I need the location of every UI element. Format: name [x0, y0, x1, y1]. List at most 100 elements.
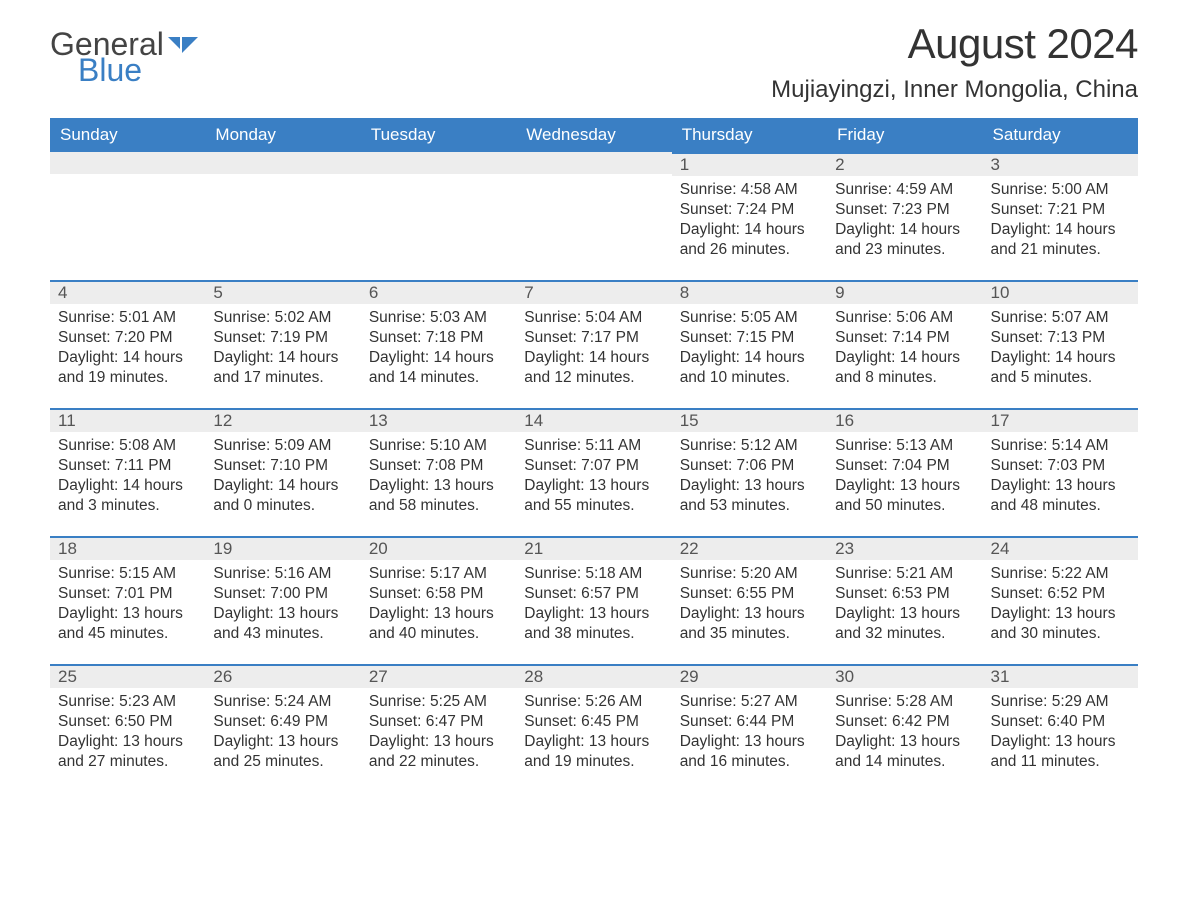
sunrise-line: Sunrise: 5:17 AM — [369, 564, 508, 584]
day-details: Sunrise: 5:03 AMSunset: 7:18 PMDaylight:… — [361, 304, 516, 395]
sunset-line: Sunset: 6:55 PM — [680, 584, 819, 604]
sunset-line: Sunset: 7:21 PM — [991, 200, 1130, 220]
day-number: 30 — [827, 664, 982, 688]
sunset-line: Sunset: 6:42 PM — [835, 712, 974, 732]
daylight-line: Daylight: 13 hours and 58 minutes. — [369, 476, 508, 516]
sunrise-line: Sunrise: 5:04 AM — [524, 308, 663, 328]
day-number: 4 — [50, 280, 205, 304]
logo-flag-icon — [168, 28, 198, 60]
daylight-line: Daylight: 13 hours and 27 minutes. — [58, 732, 197, 772]
day-number-empty — [50, 152, 205, 174]
day-header-row: SundayMondayTuesdayWednesdayThursdayFrid… — [50, 118, 1138, 152]
daylight-line: Daylight: 13 hours and 22 minutes. — [369, 732, 508, 772]
sunrise-line: Sunrise: 5:21 AM — [835, 564, 974, 584]
sunrise-line: Sunrise: 5:06 AM — [835, 308, 974, 328]
sunset-line: Sunset: 6:52 PM — [991, 584, 1130, 604]
day-details: Sunrise: 5:27 AMSunset: 6:44 PMDaylight:… — [672, 688, 827, 779]
day-number: 28 — [516, 664, 671, 688]
day-number: 19 — [205, 536, 360, 560]
calendar-day: 23Sunrise: 5:21 AMSunset: 6:53 PMDayligh… — [827, 536, 982, 664]
daylight-line: Daylight: 14 hours and 21 minutes. — [991, 220, 1130, 260]
day-number: 21 — [516, 536, 671, 560]
daylight-line: Daylight: 13 hours and 35 minutes. — [680, 604, 819, 644]
sunset-line: Sunset: 7:18 PM — [369, 328, 508, 348]
day-details: Sunrise: 5:22 AMSunset: 6:52 PMDaylight:… — [983, 560, 1138, 651]
daylight-line: Daylight: 13 hours and 55 minutes. — [524, 476, 663, 516]
day-header: Monday — [205, 118, 360, 152]
sunrise-line: Sunrise: 5:27 AM — [680, 692, 819, 712]
day-details: Sunrise: 5:07 AMSunset: 7:13 PMDaylight:… — [983, 304, 1138, 395]
day-details: Sunrise: 5:06 AMSunset: 7:14 PMDaylight:… — [827, 304, 982, 395]
day-number: 7 — [516, 280, 671, 304]
sunrise-line: Sunrise: 5:15 AM — [58, 564, 197, 584]
day-number: 23 — [827, 536, 982, 560]
sunset-line: Sunset: 7:23 PM — [835, 200, 974, 220]
day-details: Sunrise: 5:09 AMSunset: 7:10 PMDaylight:… — [205, 432, 360, 523]
calendar-day: 1Sunrise: 4:58 AMSunset: 7:24 PMDaylight… — [672, 152, 827, 280]
day-details: Sunrise: 4:58 AMSunset: 7:24 PMDaylight:… — [672, 176, 827, 267]
calendar-week: 11Sunrise: 5:08 AMSunset: 7:11 PMDayligh… — [50, 408, 1138, 536]
day-number: 15 — [672, 408, 827, 432]
title-block: August 2024 Mujiayingzi, Inner Mongolia,… — [771, 20, 1138, 104]
sunrise-line: Sunrise: 5:00 AM — [991, 180, 1130, 200]
daylight-line: Daylight: 13 hours and 38 minutes. — [524, 604, 663, 644]
calendar-week: 25Sunrise: 5:23 AMSunset: 6:50 PMDayligh… — [50, 664, 1138, 792]
sunrise-line: Sunrise: 5:25 AM — [369, 692, 508, 712]
day-number: 29 — [672, 664, 827, 688]
sunrise-line: Sunrise: 5:07 AM — [991, 308, 1130, 328]
day-header: Saturday — [983, 118, 1138, 152]
location: Mujiayingzi, Inner Mongolia, China — [771, 76, 1138, 104]
daylight-line: Daylight: 14 hours and 14 minutes. — [369, 348, 508, 388]
day-header: Sunday — [50, 118, 205, 152]
calendar-day: 7Sunrise: 5:04 AMSunset: 7:17 PMDaylight… — [516, 280, 671, 408]
day-details: Sunrise: 5:05 AMSunset: 7:15 PMDaylight:… — [672, 304, 827, 395]
daylight-line: Daylight: 14 hours and 17 minutes. — [213, 348, 352, 388]
daylight-line: Daylight: 14 hours and 12 minutes. — [524, 348, 663, 388]
day-number: 13 — [361, 408, 516, 432]
sunrise-line: Sunrise: 5:20 AM — [680, 564, 819, 584]
calendar-day: 14Sunrise: 5:11 AMSunset: 7:07 PMDayligh… — [516, 408, 671, 536]
day-header: Thursday — [672, 118, 827, 152]
day-details: Sunrise: 5:18 AMSunset: 6:57 PMDaylight:… — [516, 560, 671, 651]
calendar-day: 21Sunrise: 5:18 AMSunset: 6:57 PMDayligh… — [516, 536, 671, 664]
day-number-empty — [205, 152, 360, 174]
sunrise-line: Sunrise: 5:13 AM — [835, 436, 974, 456]
day-details: Sunrise: 5:16 AMSunset: 7:00 PMDaylight:… — [205, 560, 360, 651]
sunset-line: Sunset: 7:04 PM — [835, 456, 974, 476]
day-details: Sunrise: 5:12 AMSunset: 7:06 PMDaylight:… — [672, 432, 827, 523]
daylight-line: Daylight: 13 hours and 45 minutes. — [58, 604, 197, 644]
daylight-line: Daylight: 13 hours and 19 minutes. — [524, 732, 663, 772]
day-header: Friday — [827, 118, 982, 152]
calendar-day — [205, 152, 360, 280]
sunset-line: Sunset: 6:57 PM — [524, 584, 663, 604]
day-details: Sunrise: 5:14 AMSunset: 7:03 PMDaylight:… — [983, 432, 1138, 523]
calendar-day: 9Sunrise: 5:06 AMSunset: 7:14 PMDaylight… — [827, 280, 982, 408]
daylight-line: Daylight: 14 hours and 5 minutes. — [991, 348, 1130, 388]
day-details: Sunrise: 5:29 AMSunset: 6:40 PMDaylight:… — [983, 688, 1138, 779]
day-number: 9 — [827, 280, 982, 304]
sunrise-line: Sunrise: 5:28 AM — [835, 692, 974, 712]
day-number: 8 — [672, 280, 827, 304]
calendar-day: 12Sunrise: 5:09 AMSunset: 7:10 PMDayligh… — [205, 408, 360, 536]
calendar-day: 5Sunrise: 5:02 AMSunset: 7:19 PMDaylight… — [205, 280, 360, 408]
sunrise-line: Sunrise: 5:22 AM — [991, 564, 1130, 584]
daylight-line: Daylight: 13 hours and 40 minutes. — [369, 604, 508, 644]
sunset-line: Sunset: 7:20 PM — [58, 328, 197, 348]
sunrise-line: Sunrise: 4:59 AM — [835, 180, 974, 200]
sunrise-line: Sunrise: 5:08 AM — [58, 436, 197, 456]
calendar-day: 2Sunrise: 4:59 AMSunset: 7:23 PMDaylight… — [827, 152, 982, 280]
sunset-line: Sunset: 7:15 PM — [680, 328, 819, 348]
daylight-line: Daylight: 13 hours and 30 minutes. — [991, 604, 1130, 644]
calendar-day: 27Sunrise: 5:25 AMSunset: 6:47 PMDayligh… — [361, 664, 516, 792]
calendar-day — [516, 152, 671, 280]
calendar-day: 30Sunrise: 5:28 AMSunset: 6:42 PMDayligh… — [827, 664, 982, 792]
daylight-line: Daylight: 13 hours and 16 minutes. — [680, 732, 819, 772]
calendar-day: 6Sunrise: 5:03 AMSunset: 7:18 PMDaylight… — [361, 280, 516, 408]
day-number: 24 — [983, 536, 1138, 560]
sunrise-line: Sunrise: 5:26 AM — [524, 692, 663, 712]
sunset-line: Sunset: 6:47 PM — [369, 712, 508, 732]
day-number: 5 — [205, 280, 360, 304]
daylight-line: Daylight: 14 hours and 8 minutes. — [835, 348, 974, 388]
calendar-day: 24Sunrise: 5:22 AMSunset: 6:52 PMDayligh… — [983, 536, 1138, 664]
sunrise-line: Sunrise: 5:01 AM — [58, 308, 197, 328]
